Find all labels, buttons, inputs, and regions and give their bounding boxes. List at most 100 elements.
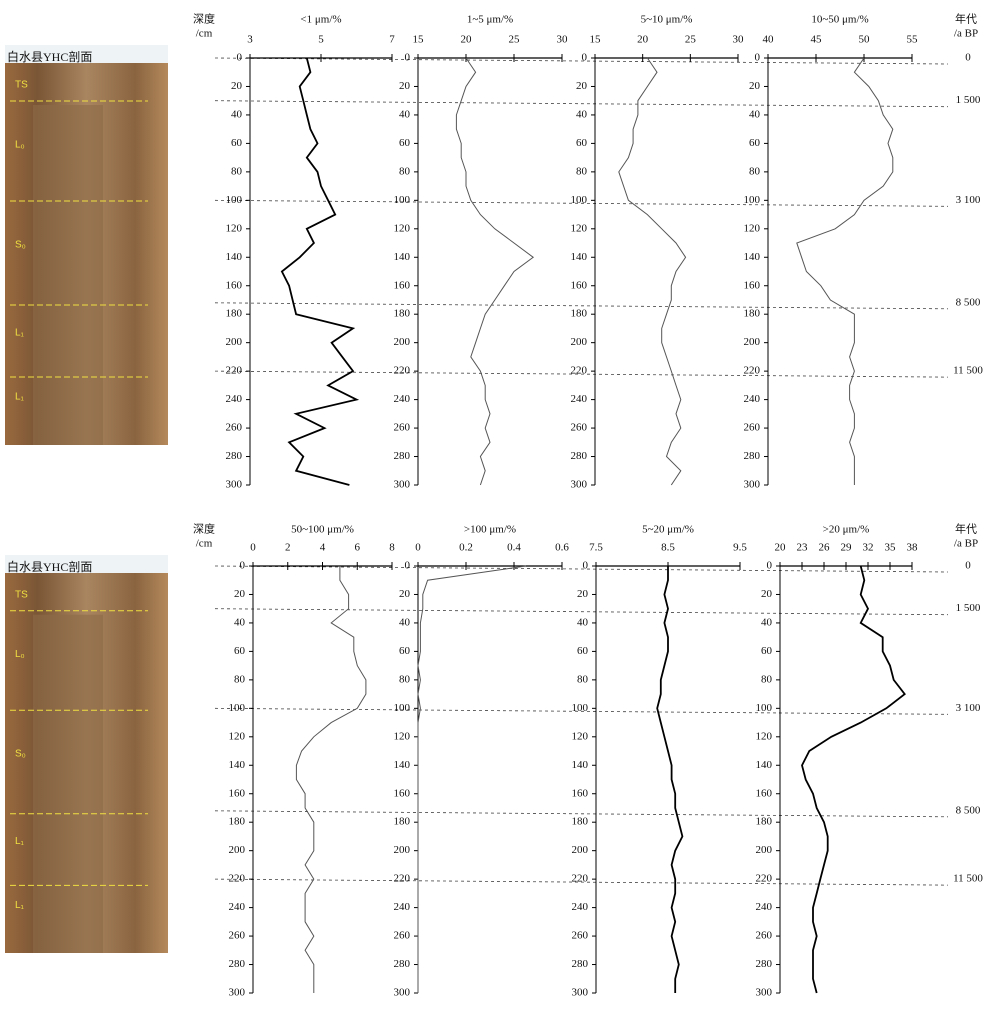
y-tick-label: 180 (572, 816, 589, 828)
y-tick-label: 140 (572, 759, 589, 771)
y-tick-label: 160 (744, 279, 761, 291)
age-line (214, 878, 949, 886)
y-tick-label: 220 (229, 873, 246, 885)
series-title: 50~100 μm/% (291, 524, 354, 536)
x-tick-label: 40 (763, 34, 775, 46)
y-tick-label: 280 (572, 958, 589, 970)
y-tick-label: 300 (572, 987, 589, 999)
x-tick-label: 0.6 (555, 542, 569, 554)
y-tick-label: 220 (226, 365, 243, 377)
y-tick-label: 80 (399, 165, 411, 177)
x-tick-label: 15 (590, 34, 602, 46)
y-tick-label: 160 (394, 787, 411, 799)
y-tick-label: 240 (571, 393, 588, 405)
y-tick-label: 100 (744, 194, 761, 206)
y-tick-label: 20 (749, 80, 761, 92)
x-tick-label: 50 (859, 34, 871, 46)
age-line (214, 565, 949, 573)
y-tick-label: 260 (571, 422, 588, 434)
series-title: 5~10 μm/% (641, 14, 693, 26)
age-label: 1 500 (956, 94, 981, 106)
y-tick-label: 80 (234, 673, 246, 685)
y-tick-label: 200 (394, 844, 411, 856)
x-tick-label: 55 (907, 34, 919, 46)
y-tick-label: 100 (226, 194, 243, 206)
y-tick-label: 200 (571, 336, 588, 348)
y-tick-label: 120 (756, 730, 773, 742)
y-tick-label: 100 (571, 194, 588, 206)
y-tick-label: 260 (744, 422, 761, 434)
y-tick-label: 60 (399, 137, 411, 149)
y-tick-label: 300 (394, 479, 411, 491)
photo-pit (33, 105, 103, 445)
y-tick-label: 140 (744, 251, 761, 263)
y-tick-label: 240 (744, 393, 761, 405)
photo-layer-label: TS (15, 80, 28, 91)
x-tick-label: 8 (389, 542, 395, 554)
y-tick-label: 40 (576, 108, 588, 120)
x-tick-label: 0 (415, 542, 421, 554)
age-title: 年代 (955, 522, 977, 536)
y-tick-label: 180 (226, 308, 243, 320)
age-line (214, 707, 949, 715)
y-tick-label: 200 (394, 336, 411, 348)
x-tick-label: 26 (819, 542, 831, 554)
series-line (455, 57, 535, 486)
y-tick-label: 260 (394, 930, 411, 942)
age-line (214, 810, 949, 818)
y-tick-label: 100 (394, 194, 411, 206)
y-tick-label: 260 (572, 930, 589, 942)
y-tick-label: 120 (394, 730, 411, 742)
y-tick-label: 80 (576, 165, 588, 177)
y-tick-label: 220 (744, 365, 761, 377)
photo-layer-label: L₀ (15, 649, 25, 660)
series-line (618, 57, 687, 486)
y-tick-label: 140 (571, 251, 588, 263)
age-unit: /a BP (954, 538, 978, 550)
y-tick-label: 300 (394, 987, 411, 999)
x-tick-label: 32 (863, 542, 874, 554)
series-title: 1~5 μm/% (467, 14, 513, 26)
y-tick-label: 0 (767, 560, 773, 572)
photo-layer-label: S₀ (15, 240, 26, 251)
x-tick-label: 20 (775, 542, 787, 554)
y-tick-label: 100 (229, 702, 246, 714)
y-tick-label: 0 (583, 560, 589, 572)
y-tick-label: 300 (226, 479, 243, 491)
age-label: 0 (965, 52, 971, 64)
age-line (214, 302, 949, 310)
y-tick-label: 60 (577, 645, 589, 657)
y-tick-label: 200 (229, 844, 246, 856)
x-tick-label: 23 (797, 542, 809, 554)
x-tick-label: 3 (247, 34, 253, 46)
photo-layer-label: L₁ (15, 328, 25, 339)
series-line (280, 57, 360, 486)
age-label: 3 100 (956, 702, 981, 714)
y-tick-label: 60 (234, 645, 246, 657)
y-tick-label: 120 (394, 222, 411, 234)
y-tick-label: 40 (234, 616, 246, 628)
y-tick-label: 40 (399, 108, 411, 120)
y-tick-label: 140 (394, 251, 411, 263)
y-tick-label: 80 (761, 673, 773, 685)
y-tick-label: 80 (399, 673, 411, 685)
y-tick-label: 240 (229, 901, 246, 913)
y-tick-label: 100 (756, 702, 773, 714)
y-tick-label: 180 (229, 816, 246, 828)
photo-layer-label: TS (15, 589, 28, 600)
y-axis-unit: /cm (196, 28, 213, 40)
y-tick-label: 60 (761, 645, 773, 657)
y-tick-label: 300 (756, 987, 773, 999)
y-tick-label: 80 (577, 673, 589, 685)
y-axis-unit: /cm (196, 538, 213, 550)
y-tick-label: 180 (394, 308, 411, 320)
x-tick-label: 0.2 (459, 542, 473, 554)
y-tick-label: 40 (761, 616, 773, 628)
y-tick-label: 80 (231, 165, 243, 177)
age-line (214, 199, 949, 207)
y-tick-label: 140 (229, 759, 246, 771)
y-tick-label: 160 (229, 787, 246, 799)
y-tick-label: 280 (226, 450, 243, 462)
age-title: 年代 (955, 12, 977, 26)
series-line (417, 565, 527, 993)
